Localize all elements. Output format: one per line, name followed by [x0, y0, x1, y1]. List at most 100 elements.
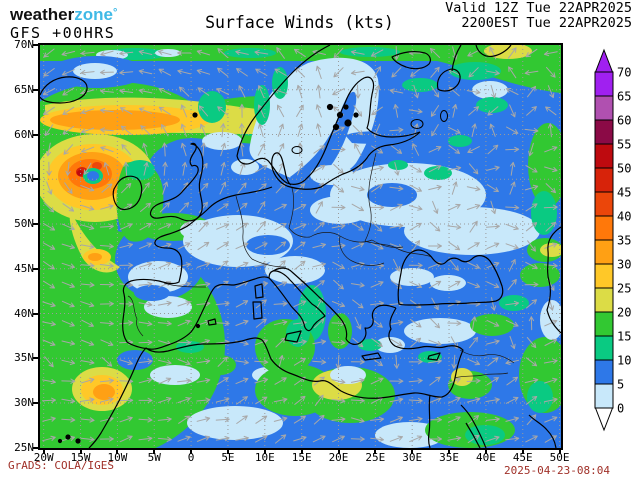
wind-arrow: [315, 104, 322, 118]
wind-arrow: [119, 397, 134, 403]
wind-arrow: [99, 108, 114, 114]
coastline-path: [465, 422, 481, 448]
wind-arrow: [354, 143, 362, 156]
wind-arrow: [448, 145, 460, 154]
wind-arrow: [312, 262, 326, 268]
wind-arrow: [331, 146, 346, 153]
wind-arrow: [198, 105, 209, 117]
wind-arrow: [370, 204, 385, 211]
wind-arrow: [331, 243, 346, 249]
wind-arrow: [293, 435, 307, 442]
wind-arrow: [99, 282, 114, 288]
wind-arrow: [220, 162, 226, 176]
wind-arrow: [389, 397, 404, 403]
wind-arrow: [390, 280, 402, 290]
wind-arrow: [526, 299, 537, 309]
wind-arrow: [254, 359, 269, 365]
wind-arrow: [524, 127, 539, 134]
wind-arrow: [350, 70, 365, 76]
wind-arrow: [256, 221, 266, 233]
wind-arrow: [235, 261, 249, 269]
wind-arrow: [157, 416, 172, 423]
wind-arrow: [351, 185, 365, 192]
wind-arrow: [350, 436, 365, 442]
wind-arrow: [350, 378, 365, 384]
wind-arrow: [505, 223, 519, 231]
wind-arrow: [312, 242, 326, 249]
wind-arrow: [447, 165, 462, 171]
wind-arrow: [235, 377, 249, 385]
wind-arrow: [451, 354, 457, 369]
coastline-path: [427, 394, 431, 448]
wind-arrow: [410, 67, 422, 77]
wind-arrow: [138, 301, 153, 307]
lat-tick-label: 55N: [14, 172, 34, 186]
wind-arrow: [235, 300, 249, 308]
wind-arrow: [469, 336, 479, 349]
coastline-path: [460, 404, 487, 448]
wind-arrow: [390, 145, 403, 154]
wind-arrow: [408, 416, 423, 422]
small-island-or-lake: [195, 323, 201, 329]
wind-arrow: [100, 397, 114, 403]
wind-arrow: [217, 67, 229, 77]
wind-arrow: [350, 49, 365, 56]
wind-arrow: [119, 223, 133, 230]
field-patch: [540, 243, 561, 257]
lat-tick-label: 45N: [14, 261, 34, 275]
colorbar-tick-label: 55: [617, 138, 631, 152]
wind-arrow: [525, 165, 538, 173]
wind-arrow: [489, 46, 497, 60]
wind-arrow: [391, 67, 402, 78]
wind-arrow: [335, 354, 341, 369]
wind-arrow: [294, 241, 306, 251]
wind-arrow: [543, 50, 558, 57]
wind-arrow: [196, 397, 211, 403]
lon-tick-label: 25E: [365, 451, 386, 464]
coastline-path: [268, 270, 326, 332]
lon-tick-mark: [116, 450, 119, 454]
coastline-path: [436, 68, 461, 92]
wind-arrow: [42, 339, 56, 346]
wind-arrow: [351, 242, 365, 250]
wind-arrow: [505, 300, 520, 307]
wind-arrow: [258, 123, 264, 137]
field-patch: [150, 365, 200, 385]
lon-tick-mark: [42, 450, 45, 454]
wind-arrow: [274, 377, 287, 385]
field-patch: [531, 191, 557, 235]
wind-arrow: [275, 241, 287, 251]
wind-arrow: [547, 85, 555, 99]
wind-arrow: [180, 123, 187, 137]
logo-weather-text: weather: [10, 5, 75, 24]
wind-arrow: [466, 378, 481, 384]
wind-arrow: [220, 142, 226, 157]
colorbar-box: [594, 95, 614, 121]
wind-arrow: [393, 104, 399, 118]
wind-arrow: [448, 280, 461, 289]
field-patch: [93, 384, 115, 400]
wind-arrow: [447, 396, 461, 404]
colorbar-box: [594, 167, 614, 193]
map-region: [38, 43, 563, 450]
wind-arrow: [235, 359, 249, 365]
wind-arrow: [99, 223, 114, 230]
coastline-path: [149, 142, 204, 222]
wind-arrow: [80, 262, 95, 269]
wind-arrow: [293, 415, 306, 424]
wind-arrow: [219, 181, 227, 195]
wind-arrow: [428, 417, 442, 423]
colorbar-tick-label: 35: [617, 234, 631, 248]
wind-arrow: [62, 106, 75, 115]
wind-arrow: [62, 203, 75, 212]
wind-arrow: [42, 88, 56, 96]
wind-arrow: [528, 316, 535, 331]
wind-arrow: [486, 70, 500, 76]
lat-tick-mark: [33, 44, 38, 46]
wind-arrow: [158, 397, 172, 403]
wind-arrow: [157, 320, 172, 327]
wind-arrow: [43, 106, 55, 115]
wind-arrow: [178, 86, 190, 97]
wind-arrow: [469, 220, 478, 233]
field-patch: [265, 256, 325, 284]
